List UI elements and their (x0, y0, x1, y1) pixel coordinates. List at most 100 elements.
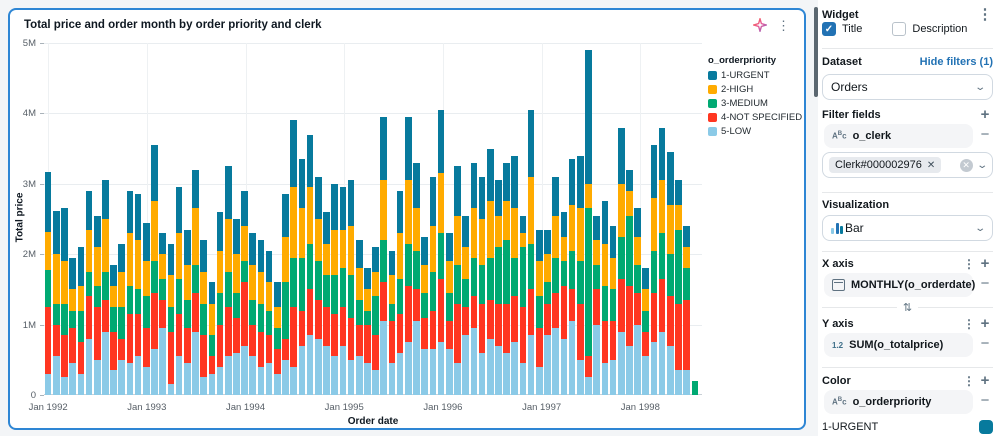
bar-segment[interactable] (503, 352, 510, 395)
bar-month[interactable] (585, 50, 592, 395)
bar-segment[interactable] (52, 303, 60, 325)
bar-segment[interactable] (110, 264, 117, 286)
bar-segment[interactable] (69, 289, 76, 311)
bar-segment[interactable] (626, 169, 633, 191)
bar-segment[interactable] (552, 292, 560, 329)
bar-segment[interactable] (175, 356, 183, 395)
bar-segment[interactable] (159, 233, 167, 255)
color-mapping-swatch[interactable] (979, 420, 993, 434)
bar-segment[interactable] (241, 282, 248, 346)
bar-segment[interactable] (290, 187, 298, 258)
bar-segment[interactable] (331, 314, 338, 357)
bar-segment[interactable] (388, 303, 396, 322)
bar-segment[interactable] (462, 335, 469, 395)
bar-month[interactable] (52, 210, 60, 395)
bar-segment[interactable] (126, 363, 134, 395)
bar-month[interactable] (560, 212, 568, 395)
hide-filters-link[interactable]: Hide filters (1) (919, 56, 993, 68)
bar-segment[interactable] (437, 342, 445, 395)
bar-segment[interactable] (290, 366, 298, 395)
bar-segment[interactable] (486, 257, 494, 300)
bar-segment[interactable] (306, 243, 314, 290)
bar-segment[interactable] (224, 307, 232, 357)
bar-segment[interactable] (85, 296, 93, 339)
bar-month[interactable] (544, 229, 551, 395)
bar-segment[interactable] (536, 229, 543, 262)
bar-segment[interactable] (118, 243, 126, 272)
bar-month[interactable] (314, 176, 322, 395)
bar-segment[interactable] (200, 377, 207, 395)
bar-segment[interactable] (576, 359, 584, 395)
bar-segment[interactable] (110, 285, 117, 308)
bar-month[interactable] (421, 236, 429, 395)
bar-segment[interactable] (593, 215, 600, 241)
bar-segment[interactable] (347, 359, 355, 395)
bar-segment[interactable] (298, 345, 306, 395)
bar-segment[interactable] (216, 324, 224, 367)
bar-segment[interactable] (175, 314, 183, 357)
bar-segment[interactable] (585, 377, 592, 395)
bar-segment[interactable] (585, 208, 592, 357)
bar-segment[interactable] (380, 180, 388, 241)
bar-month[interactable] (576, 155, 584, 395)
bar-segment[interactable] (265, 282, 273, 311)
bar-month[interactable] (609, 226, 617, 395)
bar-segment[interactable] (159, 278, 167, 300)
bar-segment[interactable] (339, 229, 347, 269)
bar-segment[interactable] (470, 296, 478, 329)
bar-segment[interactable] (110, 307, 117, 332)
bar-segment[interactable] (486, 148, 494, 202)
bar-segment[interactable] (110, 331, 117, 371)
panel-menu-kebab-icon[interactable]: ⋮ (977, 6, 993, 23)
description-checkbox[interactable] (892, 22, 907, 36)
bar-segment[interactable] (306, 187, 314, 244)
bar-segment[interactable] (626, 285, 633, 346)
bar-segment[interactable] (224, 219, 232, 272)
bar-segment[interactable] (167, 243, 175, 276)
bar-month[interactable] (486, 148, 494, 395)
bar-segment[interactable] (454, 303, 461, 364)
bar-segment[interactable] (675, 204, 682, 230)
bar-segment[interactable] (445, 321, 453, 350)
bar-segment[interactable] (585, 356, 592, 378)
bar-month[interactable] (568, 159, 576, 395)
bar-segment[interactable] (683, 226, 691, 248)
bar-segment[interactable] (102, 299, 109, 332)
bar-segment[interactable] (61, 208, 68, 262)
bar-month[interactable] (339, 187, 347, 395)
bar-segment[interactable] (282, 359, 289, 395)
bar-month[interactable] (93, 215, 101, 395)
bar-month[interactable] (265, 250, 273, 395)
bar-segment[interactable] (77, 373, 85, 395)
bar-segment[interactable] (601, 285, 609, 322)
bar-segment[interactable] (437, 109, 445, 174)
bar-segment[interactable] (405, 285, 412, 343)
bar-month[interactable] (274, 282, 281, 395)
bar-segment[interactable] (576, 261, 584, 304)
bar-segment[interactable] (314, 219, 322, 262)
bar-segment[interactable] (257, 331, 265, 367)
bar-segment[interactable] (314, 261, 322, 300)
bar-segment[interactable] (429, 226, 437, 272)
bar-segment[interactable] (364, 289, 371, 311)
bar-segment[interactable] (462, 307, 469, 336)
bar-segment[interactable] (511, 296, 519, 343)
bar-segment[interactable] (331, 356, 338, 395)
bar-segment[interactable] (486, 201, 494, 258)
bar-month[interactable] (69, 257, 76, 395)
bar-segment[interactable] (568, 204, 576, 251)
bar-segment[interactable] (151, 145, 158, 202)
bar-segment[interactable] (421, 292, 429, 318)
bar-segment[interactable] (560, 285, 568, 339)
bar-segment[interactable] (527, 176, 535, 244)
bar-segment[interactable] (421, 317, 429, 350)
bar-month[interactable] (224, 166, 232, 395)
bar-segment[interactable] (85, 338, 93, 395)
bar-segment[interactable] (609, 359, 617, 395)
bar-segment[interactable] (339, 187, 347, 230)
bar-segment[interactable] (601, 201, 609, 244)
x-axis-field-monthly-orderdate[interactable]: MONTHLY(o_orderdate) (824, 273, 975, 297)
bar-month[interactable] (462, 215, 469, 395)
add-y-axis-field-button[interactable]: + (980, 315, 990, 332)
bar-segment[interactable] (552, 176, 560, 216)
